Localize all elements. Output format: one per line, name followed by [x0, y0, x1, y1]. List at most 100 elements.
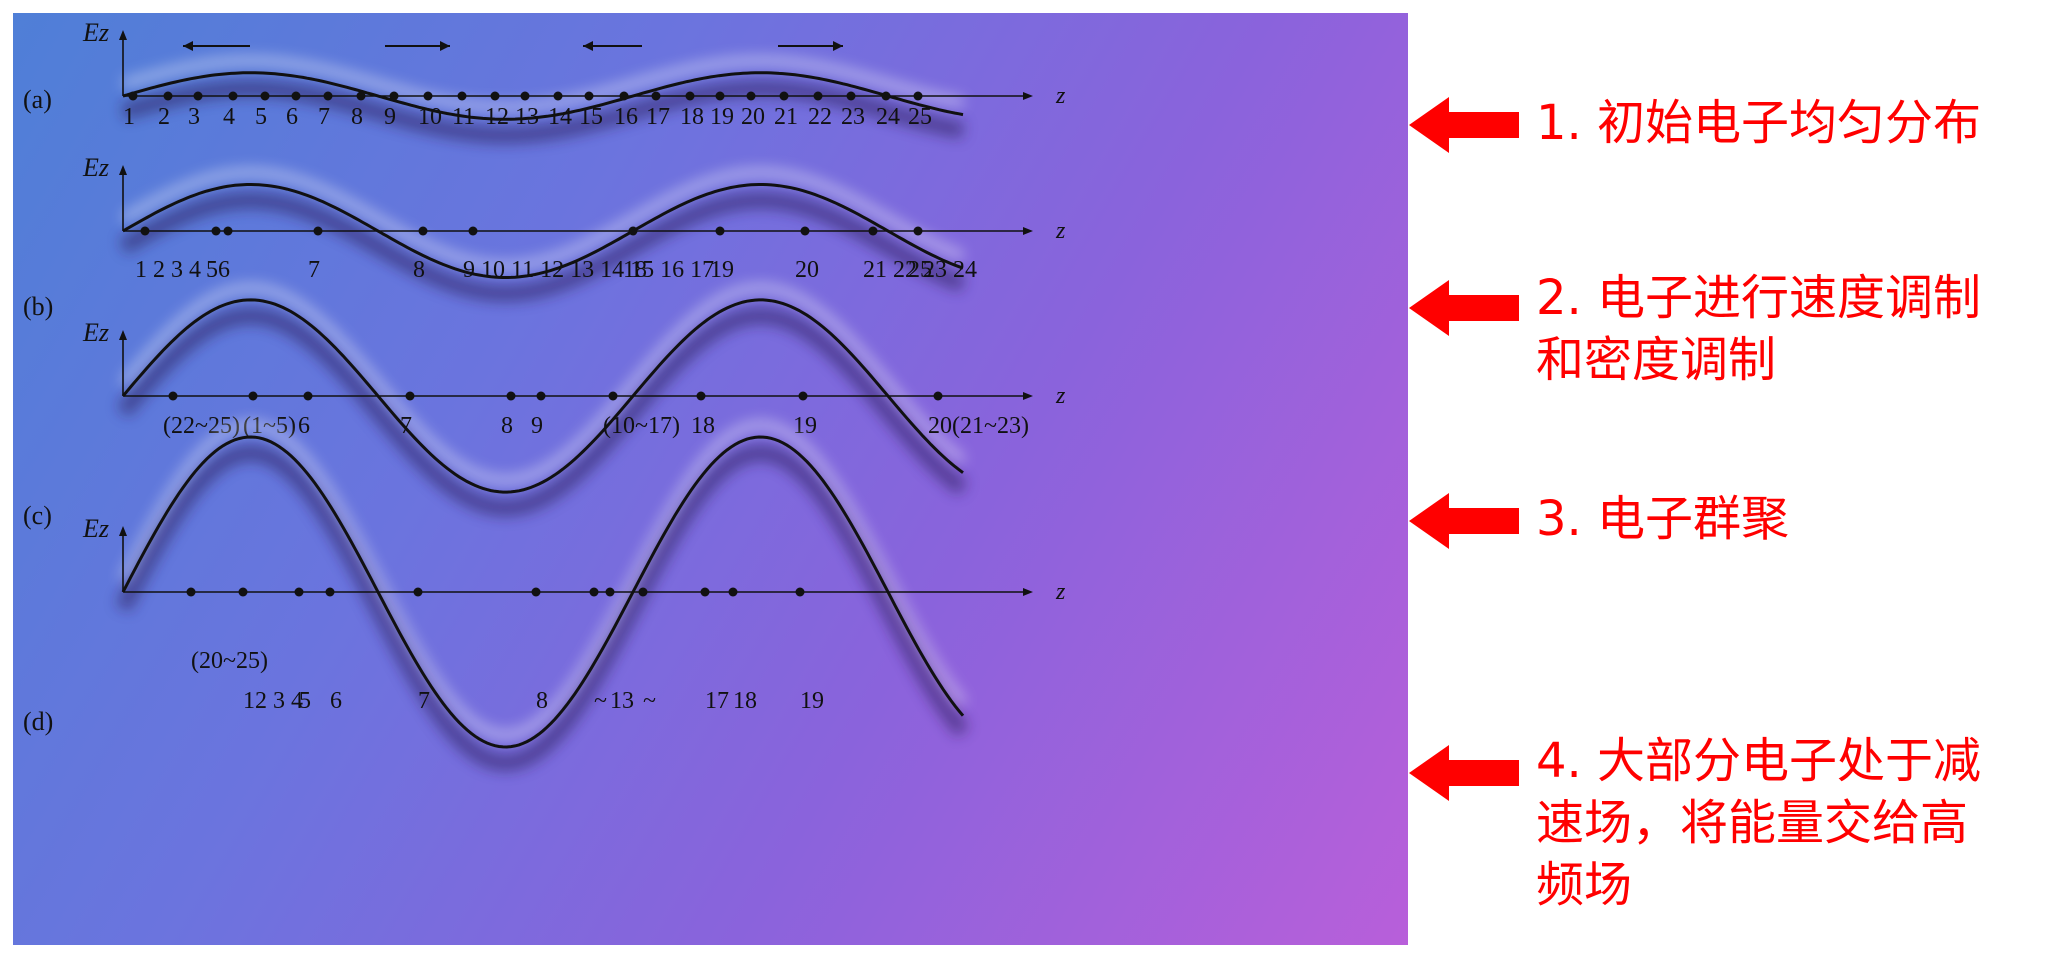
electron-dot [140, 226, 150, 236]
direction-arrowhead-left [583, 41, 593, 51]
e-axis-label: Ez [82, 153, 109, 182]
wave-curve [122, 71, 964, 121]
electron-dot [248, 391, 258, 401]
row-label-a: (a) [23, 85, 52, 114]
electron-label: 5 [255, 104, 267, 130]
electron-label: 20 [741, 104, 765, 130]
electron-label: (10~17) [603, 413, 680, 439]
electron-label: 20 [795, 257, 819, 283]
electron-label: 20(21~23) [928, 413, 1029, 439]
electron-dot [228, 91, 238, 101]
wave-shadow [116, 307, 968, 517]
electron-dot [608, 391, 618, 401]
wave-highlight [119, 420, 967, 740]
annotation-text-b: 2. 电子进行速度调制和密度调制 [1536, 270, 1982, 388]
electron-dot [490, 91, 500, 101]
e-axis-arrowhead [119, 165, 127, 175]
electron-dot [933, 391, 943, 401]
electron-label: 6 [298, 413, 310, 439]
electron-label: 22 [808, 104, 832, 130]
electron-dot [913, 91, 923, 101]
e-axis-arrowhead [119, 30, 127, 40]
electron-dot [584, 91, 594, 101]
electron-dot [800, 226, 810, 236]
electron-label: 19 [710, 257, 734, 283]
e-axis-label: Ez [82, 18, 109, 47]
z-axis-label: z [1055, 579, 1066, 605]
electron-dot [651, 91, 661, 101]
red-arrow-icon [1409, 745, 1519, 801]
electron-label: 14 [548, 104, 572, 130]
row-d: Ezz(20~25)12 3 45 6 7 8 ~13 ~17 18 19 [82, 420, 1066, 772]
electron-label: 8 [413, 257, 425, 283]
z-axis-label: z [1055, 218, 1066, 244]
electron-label: 1 2 3 4 [135, 257, 201, 283]
row-label-b: (b) [23, 292, 54, 321]
electron-dot [418, 226, 428, 236]
wave-curve [121, 298, 964, 494]
electron-label: (20~25) [191, 648, 268, 674]
electron-label: 23 [841, 104, 865, 130]
electron-dot [795, 587, 805, 597]
electron-dot [468, 226, 478, 236]
electron-dot [260, 91, 270, 101]
electron-dot [413, 587, 423, 597]
electron-dot [163, 91, 173, 101]
electron-label: 9 [384, 104, 396, 130]
z-axis-label: z [1055, 383, 1066, 409]
diagram-panel: Ez z 1 2 3 4 5 6 7 8 9 10 11 12 13 14 15 16 17 18 19 20 21 22 23… [13, 13, 1408, 945]
electron-label: 17 [705, 688, 729, 714]
z-axis-arrowhead [1023, 588, 1033, 596]
electron-label: 16 [614, 104, 638, 130]
electron-dot [696, 391, 706, 401]
electron-label: 24 [876, 104, 900, 130]
electron-dot [628, 226, 638, 236]
electron-label: ~ [643, 688, 656, 714]
wave-curve [122, 183, 964, 279]
electron-label: 21 [774, 104, 798, 130]
electron-dot [506, 391, 516, 401]
annotation-text-c: 3. 电子群聚 [1536, 491, 1790, 547]
electron-dot [356, 91, 366, 101]
electron-dot [531, 587, 541, 597]
electron-dot [323, 91, 333, 101]
electron-dot [423, 91, 433, 101]
electron-dot [325, 587, 335, 597]
wave-highlight [120, 168, 965, 270]
z-axis-arrowhead [1023, 92, 1033, 100]
electron-dot [211, 226, 221, 236]
electron-dot [700, 587, 710, 597]
electron-dot [913, 226, 923, 236]
electron-dot [605, 587, 615, 597]
electron-label: 4 [223, 104, 235, 130]
electron-label: 12 [485, 104, 509, 130]
electron-dot [238, 587, 248, 597]
electron-label: 7 [308, 257, 320, 283]
electron-dot [389, 91, 399, 101]
electron-label: 8 [501, 413, 513, 439]
electron-label: 17 [646, 104, 670, 130]
wave-highlight [121, 56, 964, 112]
electron-label: 25 [908, 257, 932, 283]
red-arrow-icon [1409, 493, 1519, 549]
electron-label: 2 [158, 104, 170, 130]
electron-label: 7 [400, 413, 412, 439]
electron-label: 9 10 11 12 13 14 15 16 17 [463, 257, 714, 283]
electron-dot [294, 587, 304, 597]
z-axis-arrowhead [1023, 227, 1033, 235]
annotation-text-a: 1. 初始电子均匀分布 [1536, 95, 1982, 151]
electron-dot [746, 91, 756, 101]
electron-label: 21 22 23 24 [863, 257, 977, 283]
electron-label: 19 [800, 688, 824, 714]
wave-shadow [119, 192, 966, 302]
electron-dot [536, 391, 546, 401]
electron-label: 9 [531, 413, 543, 439]
electron-label: 11 [452, 104, 475, 130]
electron-label: 1 [123, 104, 135, 130]
annotation-text-d: 4. 大部分电子处于减速场，将能量交给高频场 [1536, 733, 1982, 913]
electron-label: 25 [908, 104, 932, 130]
electron-dot [638, 587, 648, 597]
e-axis-arrowhead [119, 526, 127, 536]
